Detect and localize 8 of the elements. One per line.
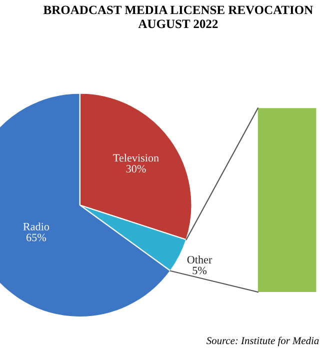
data-label: 65% <box>26 234 46 242</box>
slice-label: Radio <box>23 222 50 230</box>
slice-label: Other <box>187 256 212 264</box>
data-label: 30% <box>126 165 146 173</box>
data-label: 5% <box>192 266 207 274</box>
chart-title: BROADCAST MEDIA LICENSE REVOCATION AUGUST 2022 <box>43 6 313 28</box>
source-note: Source: Institute for Media <box>206 336 319 346</box>
slice-label: Television <box>113 154 159 162</box>
